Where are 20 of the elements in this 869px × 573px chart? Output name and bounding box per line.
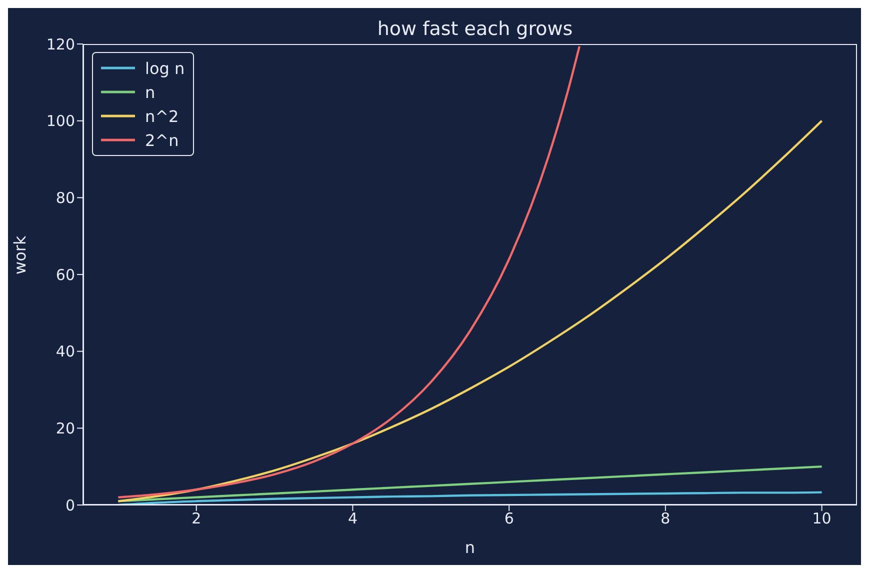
x-tick-label: 6 bbox=[504, 510, 514, 528]
y-tick-label: 120 bbox=[46, 35, 75, 54]
legend-label: log n bbox=[145, 58, 185, 78]
y-tick-label: 60 bbox=[56, 266, 75, 284]
legend-label: 2^n bbox=[145, 130, 179, 150]
x-axis-title: n bbox=[464, 538, 476, 557]
y-tick-label: 0 bbox=[65, 496, 75, 514]
y-axis-title: work bbox=[10, 235, 30, 274]
x-tick-label: 8 bbox=[660, 510, 670, 528]
chart-title: how fast each grows bbox=[376, 18, 574, 40]
y-tick-label: 20 bbox=[56, 419, 75, 438]
y-tick-label: 100 bbox=[46, 112, 75, 130]
x-tick-label: 10 bbox=[812, 510, 832, 528]
legend-label: n bbox=[145, 82, 156, 102]
x-tick-label: 2 bbox=[192, 510, 202, 528]
x-tick-label: 4 bbox=[348, 510, 358, 528]
y-tick-label: 40 bbox=[56, 342, 75, 361]
y-tick-label: 80 bbox=[56, 188, 75, 207]
legend-label: n^2 bbox=[145, 106, 179, 126]
line-series bbox=[117, 45, 581, 498]
